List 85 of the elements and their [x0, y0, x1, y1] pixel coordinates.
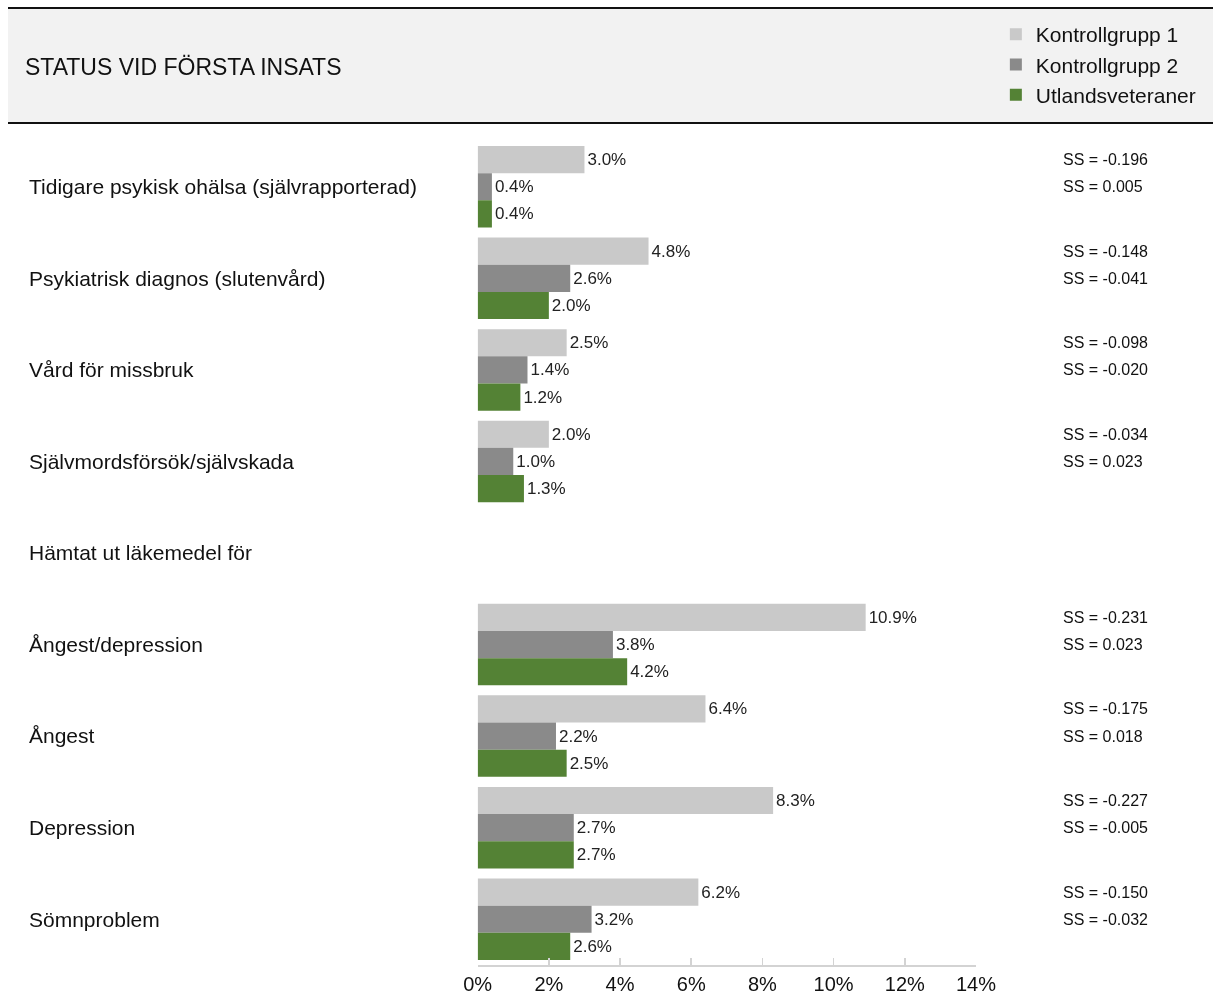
data-label: 1.3% — [526, 479, 566, 499]
text: SS = -0.041 — [1063, 270, 1149, 287]
bar — [477, 630, 613, 659]
y-tick-label: Ångest/depression — [29, 632, 203, 656]
data-label: 0.4% — [494, 177, 534, 197]
bar — [477, 841, 574, 869]
x-tick-label: 0% — [463, 972, 493, 995]
bar — [477, 658, 628, 686]
data-label: 2.7% — [576, 818, 616, 838]
bar — [477, 329, 567, 357]
bar — [477, 264, 571, 292]
text: SS = 0.018 — [1063, 728, 1143, 745]
bar — [477, 383, 521, 411]
text: SS = -0.020 — [1063, 361, 1149, 378]
legend-label: Kontrollgrupp 1 — [1035, 23, 1179, 47]
x-tick-label: 2% — [534, 972, 564, 995]
x-tick-label: 10% — [813, 972, 854, 995]
text: SS = -0.196 — [1063, 151, 1149, 168]
x-tick-label: 4% — [605, 972, 635, 995]
data-label: 6.4% — [708, 699, 748, 719]
bar — [477, 146, 585, 174]
bar — [477, 932, 571, 960]
data-label: 0.4% — [494, 204, 534, 224]
bar — [477, 814, 574, 842]
bar — [477, 749, 567, 777]
y-tick-label: Depression — [29, 816, 136, 840]
bar — [477, 237, 649, 265]
bar — [477, 603, 866, 631]
data-label: 2.5% — [569, 753, 609, 773]
text: SS = -0.148 — [1063, 243, 1149, 260]
data-label: 3.8% — [615, 635, 655, 655]
data-label: 10.9% — [868, 607, 917, 627]
data-label: 1.0% — [516, 451, 556, 471]
text: SS = 0.023 — [1063, 636, 1143, 653]
text: SS = -0.032 — [1063, 911, 1149, 928]
x-tick-label: 14% — [955, 972, 997, 995]
bar — [477, 786, 774, 815]
bar — [477, 905, 592, 933]
y-tick-label: Sömnproblem — [29, 907, 160, 931]
bar — [477, 695, 706, 723]
data-label: 2.2% — [558, 726, 598, 746]
data-label: 4.8% — [651, 241, 691, 261]
text: SS = -0.005 — [1063, 819, 1149, 836]
text: SS = 0.023 — [1063, 453, 1143, 470]
legend-label: Utlandsveteraner — [1035, 83, 1196, 107]
x-tick-label: 8% — [747, 972, 778, 995]
bar — [477, 447, 514, 476]
bar — [477, 356, 528, 384]
text: SS = -0.227 — [1063, 792, 1149, 809]
data-label: 2.0% — [551, 424, 591, 444]
bar — [477, 475, 524, 503]
text: SS = -0.098 — [1063, 334, 1149, 351]
bar — [477, 722, 556, 750]
bar — [477, 420, 549, 448]
y-tick-label: Ångest — [29, 724, 95, 748]
y-tick-label: Psykiatrisk diagnos (slutenvård) — [29, 266, 326, 290]
data-label: 2.6% — [573, 936, 612, 956]
data-label: 4.2% — [630, 662, 669, 682]
y-tick-label: Självmordsförsök/självskada — [29, 449, 295, 473]
x-tick-label: 6% — [676, 972, 706, 995]
bar — [477, 173, 492, 201]
y-tick-label: Tidigare psykisk ohälsa (självrapporterad) — [29, 175, 417, 199]
x-tick-label: 12% — [884, 972, 926, 995]
data-label: 3.2% — [594, 909, 634, 929]
data-label: 2.5% — [569, 333, 609, 353]
data-label: 2.7% — [576, 845, 616, 865]
data-label: 1.2% — [523, 387, 563, 407]
data-label: 2.0% — [551, 295, 591, 315]
y-tick-label: Hämtat ut läkemedel för — [29, 541, 252, 565]
data-label: 8.3% — [776, 791, 815, 811]
bar — [477, 200, 492, 228]
y-tick-label: Vård för missbruk — [29, 358, 195, 382]
data-label: 3.0% — [587, 150, 627, 170]
text: SS = -0.034 — [1063, 426, 1149, 443]
data-label: 6.2% — [701, 882, 741, 902]
text: SS = -0.175 — [1063, 700, 1149, 717]
text: STATUS VID FÖRSTA INSATS — [25, 54, 342, 81]
text: SS = -0.231 — [1063, 609, 1149, 626]
text: SS = 0.005 — [1063, 178, 1143, 195]
data-label: 1.4% — [530, 360, 570, 380]
bar — [477, 878, 699, 906]
legend-label: Kontrollgrupp 2 — [1035, 53, 1179, 77]
data-label: 2.6% — [573, 268, 612, 288]
bar — [477, 291, 549, 320]
text: SS = -0.150 — [1063, 884, 1149, 901]
